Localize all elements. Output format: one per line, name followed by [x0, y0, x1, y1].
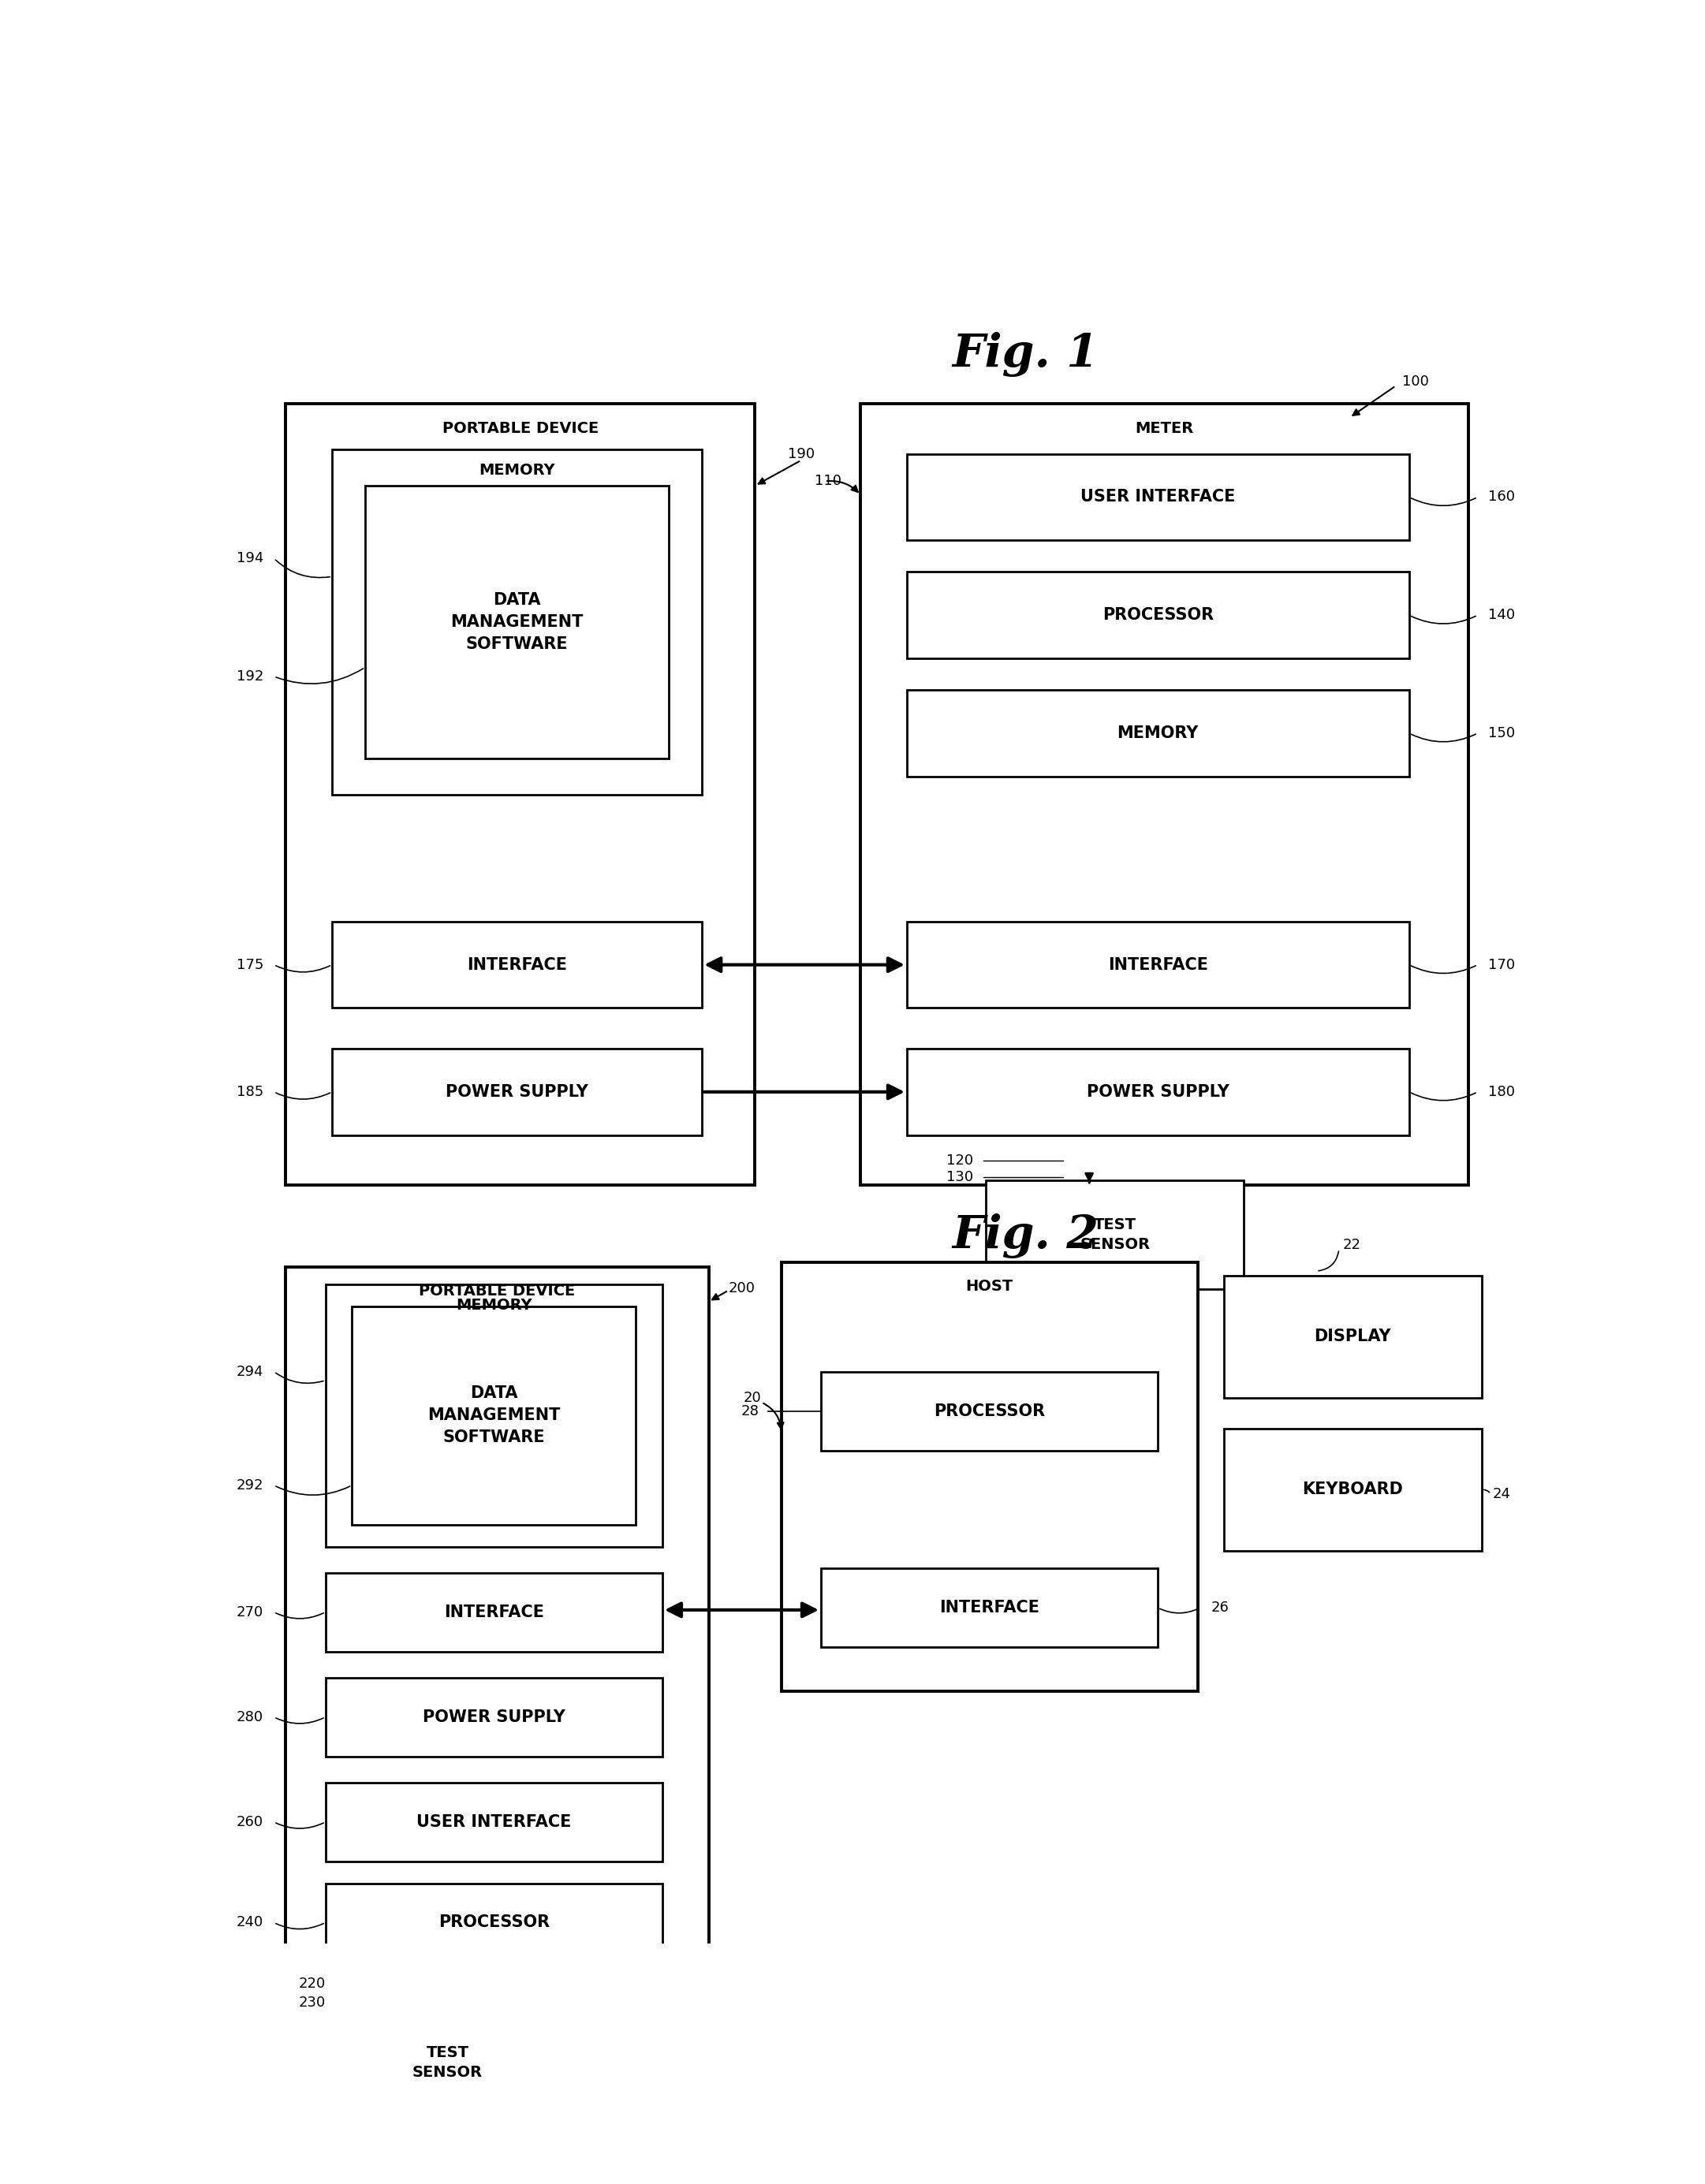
Bar: [907, 922, 1408, 1007]
Text: TEST
SENSOR: TEST SENSOR: [413, 2044, 483, 2079]
Text: KEYBOARD: KEYBOARD: [1303, 1481, 1403, 1498]
Text: 280: 280: [237, 1710, 263, 1723]
Text: 220: 220: [298, 1977, 326, 1992]
Text: 120: 120: [946, 1153, 974, 1168]
Bar: [326, 1883, 662, 1961]
Text: MEMORY: MEMORY: [1117, 725, 1199, 740]
Bar: [822, 1372, 1158, 1450]
Text: HOST: HOST: [965, 1280, 1013, 1295]
Text: 160: 160: [1488, 489, 1516, 505]
Bar: [861, 404, 1468, 1186]
Text: INTERFACE: INTERFACE: [939, 1601, 1040, 1616]
Text: 150: 150: [1488, 725, 1516, 740]
Bar: [332, 1048, 702, 1136]
Bar: [286, 404, 755, 1186]
Text: 175: 175: [237, 957, 263, 972]
Bar: [351, 1306, 636, 1524]
Text: 230: 230: [298, 1996, 326, 2009]
Text: METER: METER: [1136, 422, 1194, 437]
Text: 28: 28: [740, 1404, 759, 1417]
Text: DATA
MANAGEMENT
SOFTWARE: DATA MANAGEMENT SOFTWARE: [428, 1385, 561, 1446]
Text: 140: 140: [1488, 607, 1516, 622]
Text: INTERFACE: INTERFACE: [1108, 957, 1207, 972]
Text: POWER SUPPLY: POWER SUPPLY: [1086, 1083, 1229, 1101]
Text: PORTABLE DEVICE: PORTABLE DEVICE: [442, 422, 598, 437]
Bar: [1224, 1275, 1482, 1398]
Text: 260: 260: [237, 1815, 263, 1830]
Bar: [781, 1262, 1197, 1690]
Text: 180: 180: [1488, 1085, 1516, 1099]
Text: DISPLAY: DISPLAY: [1315, 1328, 1391, 1345]
Text: 22: 22: [1344, 1238, 1361, 1251]
Text: 270: 270: [237, 1605, 263, 1618]
Text: 26: 26: [1211, 1601, 1229, 1614]
Text: 194: 194: [237, 550, 263, 566]
Bar: [985, 1179, 1245, 1289]
Bar: [1224, 1428, 1482, 1551]
Text: INTERFACE: INTERFACE: [467, 957, 568, 972]
Text: USER INTERFACE: USER INTERFACE: [416, 1815, 571, 1830]
Text: 185: 185: [237, 1085, 263, 1099]
Bar: [907, 454, 1408, 539]
Bar: [332, 922, 702, 1007]
Text: 292: 292: [235, 1479, 263, 1492]
Text: 294: 294: [235, 1365, 263, 1378]
Bar: [907, 690, 1408, 775]
Bar: [907, 572, 1408, 657]
Text: Fig. 2: Fig. 2: [953, 1214, 1100, 1258]
Bar: [326, 1284, 662, 1546]
Text: 240: 240: [237, 1915, 263, 1931]
Text: 24: 24: [1492, 1487, 1511, 1500]
Bar: [365, 485, 668, 758]
Bar: [326, 1677, 662, 1756]
Text: TEST
SENSOR: TEST SENSOR: [1079, 1219, 1151, 1251]
Text: 192: 192: [237, 668, 263, 684]
Text: USER INTERFACE: USER INTERFACE: [1081, 489, 1236, 505]
Bar: [326, 1782, 662, 1861]
Text: 20: 20: [743, 1391, 762, 1404]
Text: INTERFACE: INTERFACE: [443, 1605, 544, 1621]
Text: POWER SUPPLY: POWER SUPPLY: [423, 1710, 566, 1725]
Bar: [822, 1568, 1158, 1647]
Text: Fig. 1: Fig. 1: [953, 332, 1100, 376]
Text: MEMORY: MEMORY: [479, 463, 556, 478]
Text: 100: 100: [1402, 373, 1429, 389]
Text: 170: 170: [1488, 957, 1516, 972]
Text: 110: 110: [815, 474, 841, 489]
Text: DATA
MANAGEMENT
SOFTWARE: DATA MANAGEMENT SOFTWARE: [450, 592, 583, 651]
Text: 200: 200: [728, 1282, 755, 1295]
Bar: [326, 1572, 662, 1651]
Text: 130: 130: [946, 1171, 974, 1184]
Text: PROCESSOR: PROCESSOR: [934, 1402, 1045, 1420]
Text: PROCESSOR: PROCESSOR: [1101, 607, 1214, 622]
Text: MEMORY: MEMORY: [455, 1297, 532, 1313]
Text: 190: 190: [788, 448, 815, 461]
Text: POWER SUPPLY: POWER SUPPLY: [445, 1083, 588, 1101]
Bar: [907, 1048, 1408, 1136]
Text: PROCESSOR: PROCESSOR: [438, 1915, 549, 1931]
Bar: [286, 1267, 709, 1983]
Bar: [332, 2005, 563, 2118]
Text: PORTABLE DEVICE: PORTABLE DEVICE: [419, 1284, 575, 1299]
Bar: [332, 450, 702, 795]
